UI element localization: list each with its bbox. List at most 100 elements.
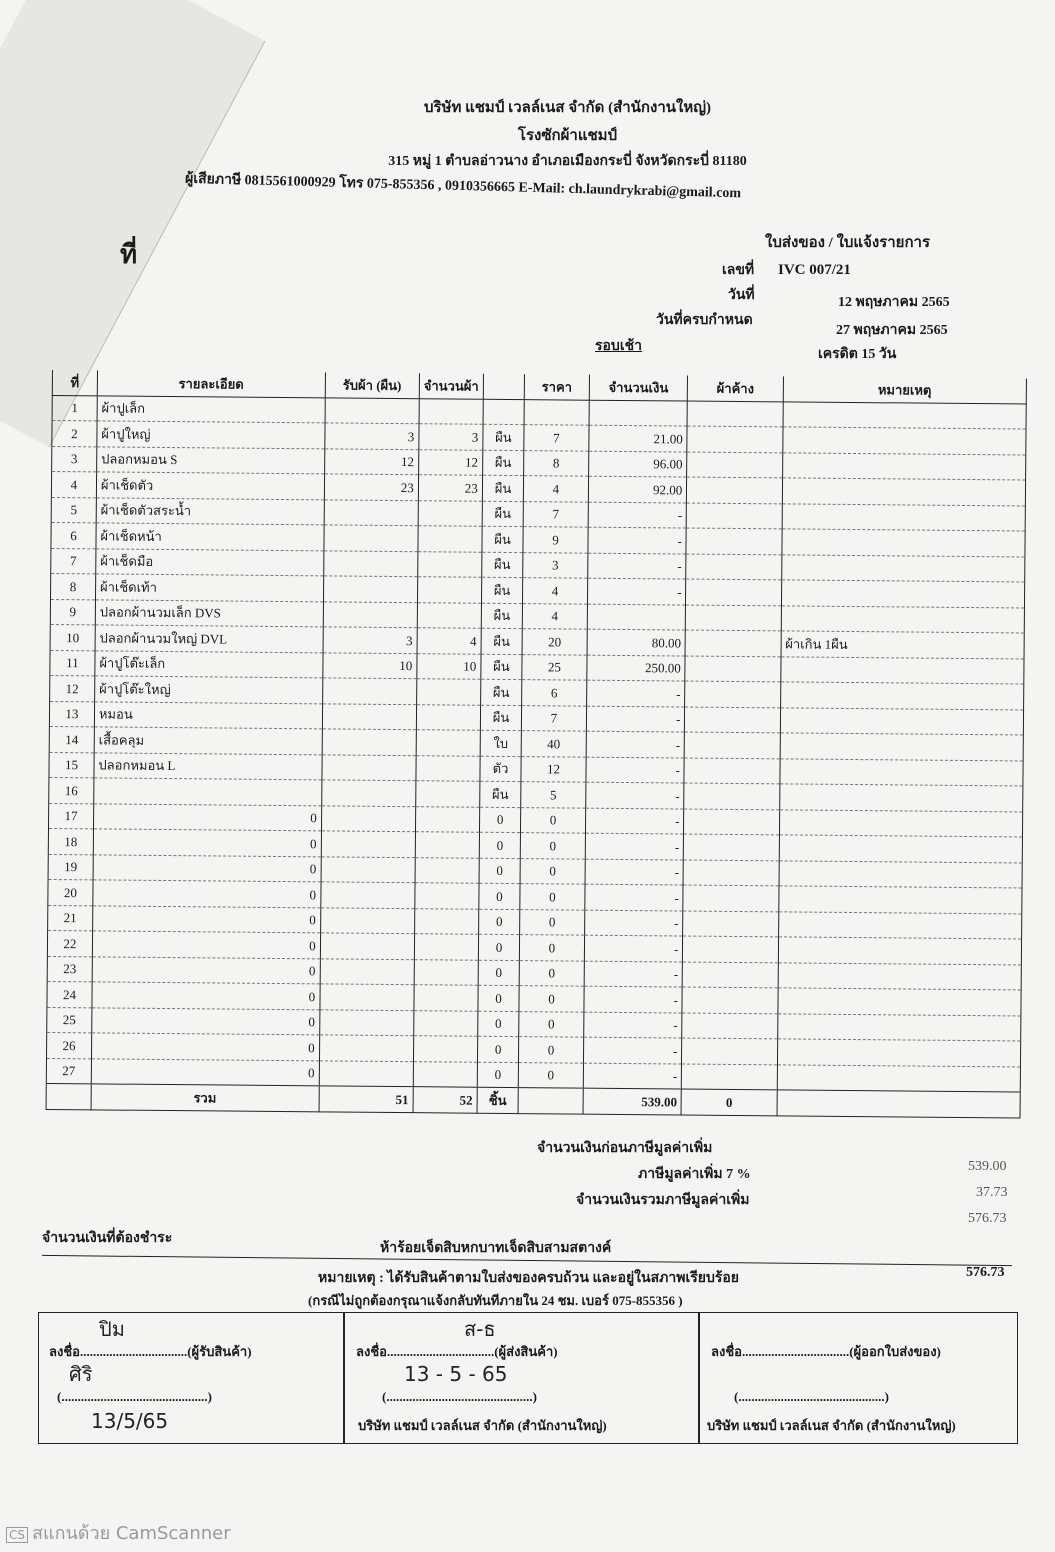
col-description-cell: 0 [92, 854, 321, 882]
col-no-cell: 14 [49, 726, 95, 753]
col-received-cell [320, 881, 415, 909]
sender-company: บริษัท แชมป์ เวลล์เนส จำกัด (สำนักงานใหญ… [358, 1418, 607, 1433]
col-amount-cell: 80.00 [586, 629, 686, 656]
col-received-cell [319, 958, 415, 985]
col-unit-cell: ผืน [479, 781, 522, 808]
col-price-cell: 25 [522, 654, 587, 681]
col-remark-cell [776, 1064, 1021, 1092]
col-price-cell: 0 [519, 934, 585, 961]
col-pending-cell [681, 1038, 778, 1065]
col-price-cell: 4 [523, 475, 589, 502]
col-no-cell: 18 [48, 828, 94, 855]
col-price-cell: 0 [520, 832, 586, 859]
col-pending-cell [686, 553, 782, 580]
col-pending-cell [682, 1012, 778, 1039]
col-no-cell: 9 [50, 598, 96, 625]
col-pending-cell [685, 579, 782, 606]
col-price-cell: 40 [521, 730, 587, 757]
col-quantity-cell [415, 806, 480, 833]
col-description-cell: ปลอกผ้านวมใหญ่ DVL [94, 624, 323, 653]
col-quantity-cell [414, 933, 479, 960]
col-description-cell: 0 [93, 803, 322, 831]
col-received-cell: 3 [324, 422, 419, 450]
col-no-cell: 6 [50, 522, 97, 549]
col-no-cell: 16 [48, 777, 94, 804]
doc-number-label: เลขที่ [722, 263, 755, 278]
col-price-cell: 0 [519, 909, 585, 936]
col-quantity-cell [416, 704, 481, 731]
col-unit-cell: 0 [479, 806, 521, 833]
col-received-cell [320, 856, 416, 883]
col-description-cell: ผ้าเช็ดตัวสระน้ำ [96, 497, 325, 525]
col-received-cell: 3 [322, 626, 418, 654]
col-description-cell: ปลอกหมอน L [93, 752, 322, 780]
payable-in-words: ห้าร้อยเจ็ดสิบหกบาทเจ็ดสิบสามสตางค์ [380, 1241, 612, 1256]
col-pending-cell [684, 681, 781, 708]
col-received-cell [320, 907, 415, 934]
col-pending-cell [682, 910, 779, 937]
col-no-cell: 20 [47, 879, 93, 906]
col-amount-cell: 21.00 [588, 425, 688, 452]
col-quantity-cell [414, 857, 480, 884]
col-price-cell: 0 [519, 960, 585, 987]
col-no-cell: 25 [46, 1006, 92, 1033]
col-no-cell: 4 [51, 471, 97, 498]
col-received-cell [322, 677, 417, 705]
col-no-cell: 21 [47, 904, 93, 931]
col-price-cell: 0 [518, 1036, 584, 1063]
col-received-cell [319, 1034, 414, 1062]
col-price-cell: 3 [522, 552, 588, 579]
col-no-cell: 2 [51, 420, 97, 447]
issuer-sign-line: ลงชื่อ.................................(… [711, 1344, 941, 1359]
col-description-cell: ผ้าเช็ดมือ [95, 548, 324, 576]
col-no-cell: 19 [48, 853, 94, 880]
col-amount-cell: - [583, 960, 683, 988]
col-description-cell: 0 [92, 930, 321, 959]
col-unit-cell: ผืน [482, 475, 524, 502]
col-received-cell: 10 [322, 652, 417, 679]
total-col-pending: 0 [681, 1089, 777, 1116]
col-unit-cell: 0 [478, 857, 521, 884]
col-amount-cell: - [586, 705, 685, 733]
col-price-cell: 20 [522, 628, 587, 655]
col-quantity-cell: 23 [418, 474, 483, 501]
header-col-amount: จำนวนเงิน [588, 374, 688, 401]
col-price-cell: 4 [522, 603, 588, 630]
col-quantity-cell [417, 551, 482, 578]
col-remark-cell [778, 834, 1023, 863]
col-price-cell: 7 [523, 501, 589, 528]
header-col-price: ราคา [524, 374, 590, 400]
col-pending-cell [686, 502, 782, 529]
col-quantity-cell [416, 678, 481, 705]
col-price-cell: 0 [520, 883, 585, 910]
col-quantity-cell [413, 1035, 478, 1062]
col-unit-cell: 0 [477, 1061, 519, 1088]
col-unit-cell: 0 [478, 934, 520, 961]
col-unit-cell: ผืน [481, 551, 524, 578]
col-price-cell: 0 [518, 1011, 584, 1038]
col-amount-cell: - [584, 833, 684, 860]
col-amount-cell [586, 603, 686, 631]
col-remark-cell [780, 656, 1025, 684]
col-amount-cell: - [587, 578, 687, 605]
receiver-handwritten-name: ศิริ [69, 1362, 93, 1386]
col-pending-cell [687, 400, 783, 427]
col-received-cell [318, 1060, 414, 1087]
col-amount-cell: - [586, 680, 686, 707]
col-pending-cell [682, 961, 778, 988]
col-amount-cell: 250.00 [586, 654, 686, 682]
col-unit-cell: ตัว [479, 755, 522, 782]
col-description-cell: 0 [91, 1032, 320, 1061]
camscanner-watermark: CS สแกนด้วย CamScanner [6, 1518, 231, 1547]
col-received-cell [323, 499, 419, 526]
col-quantity-cell [415, 755, 480, 782]
col-unit-cell: ผืน [480, 679, 523, 706]
sender-signature-box: ส-ธ ลงชื่อ..............................… [343, 1312, 700, 1444]
col-pending-cell [685, 630, 781, 657]
col-remark-cell [781, 579, 1025, 608]
col-unit-cell: ผืน [480, 628, 523, 655]
col-received-cell [322, 703, 417, 730]
col-amount-cell: - [584, 858, 684, 886]
credit-terms: เครดิต 15 วัน [818, 347, 897, 362]
